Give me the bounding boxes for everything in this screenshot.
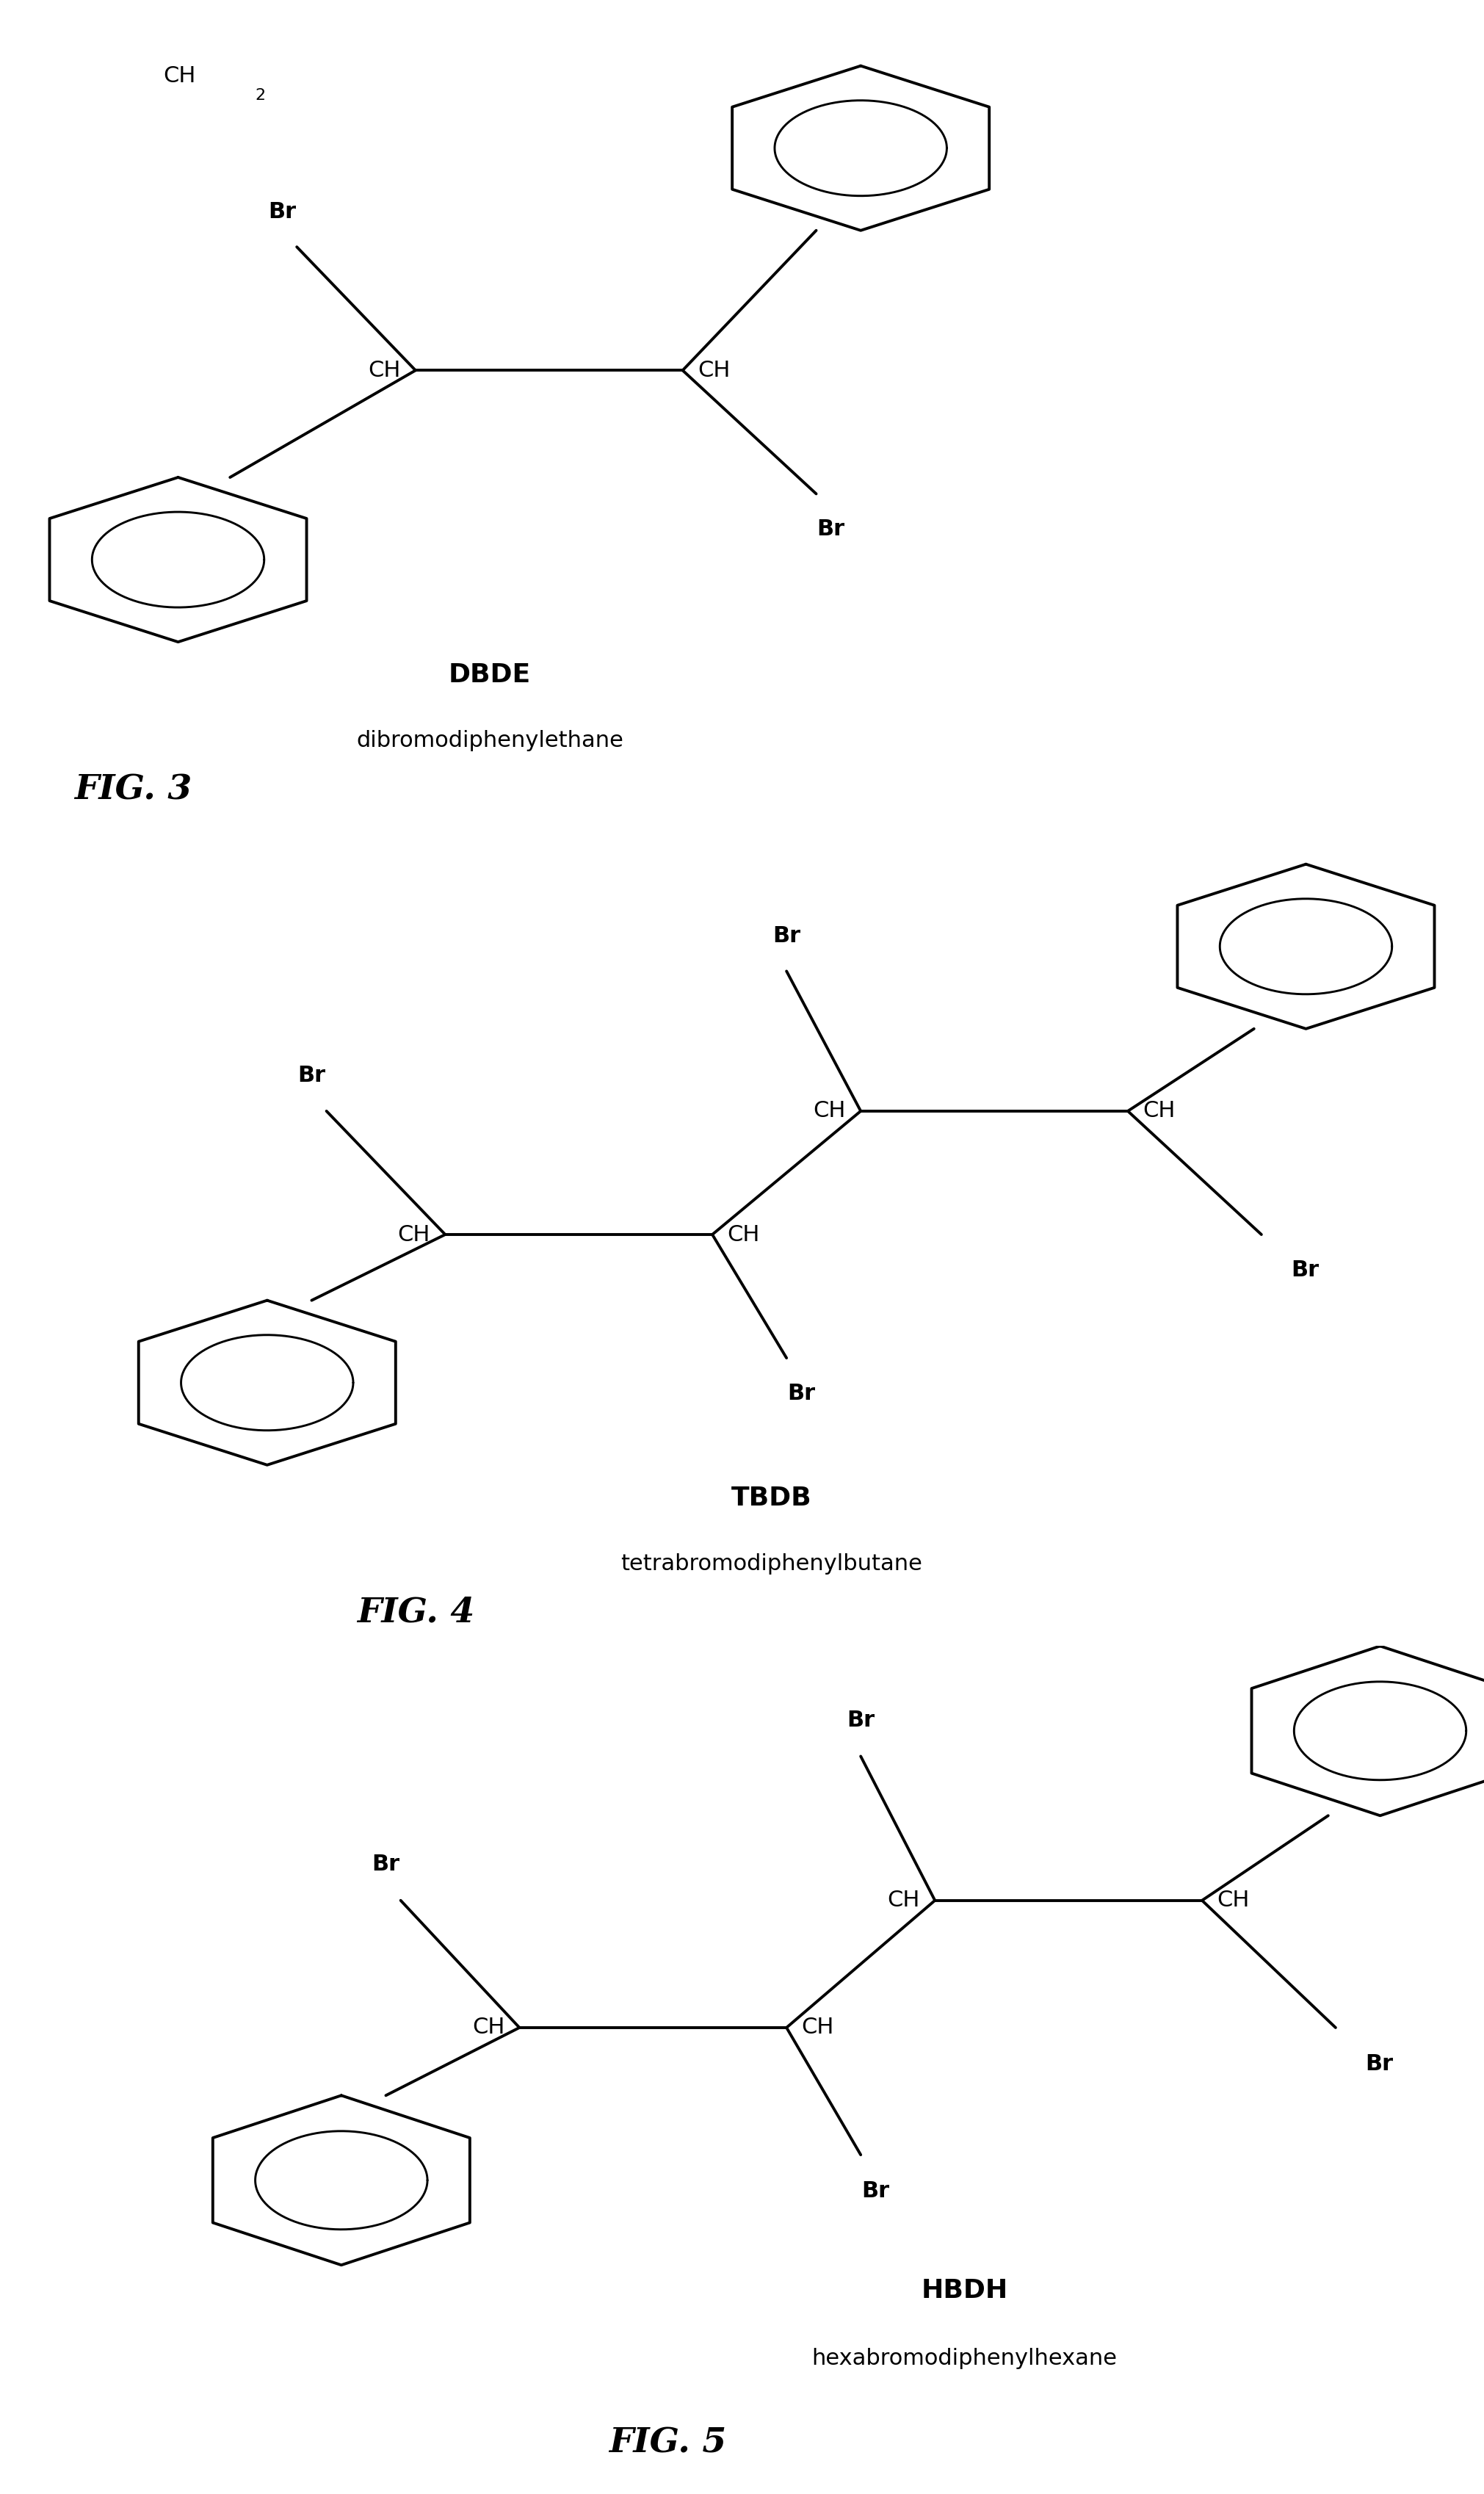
Text: CH: CH bbox=[1217, 1890, 1250, 1910]
Text: Br: Br bbox=[862, 2180, 889, 2202]
Text: CH: CH bbox=[813, 1100, 846, 1122]
Text: CH: CH bbox=[727, 1225, 760, 1245]
Text: Br: Br bbox=[773, 925, 800, 945]
Text: Br: Br bbox=[1365, 2053, 1393, 2075]
Text: CH: CH bbox=[1143, 1100, 1175, 1122]
Text: Br: Br bbox=[269, 202, 295, 222]
Text: FIG. 5: FIG. 5 bbox=[608, 2427, 727, 2459]
Text: HBDH: HBDH bbox=[922, 2277, 1008, 2302]
Text: Br: Br bbox=[818, 519, 844, 539]
Text: CH: CH bbox=[368, 359, 401, 382]
Text: tetrabromodiphenylbutane: tetrabromodiphenylbutane bbox=[620, 1554, 923, 1574]
Text: CH: CH bbox=[398, 1225, 430, 1245]
Text: CH: CH bbox=[163, 65, 196, 87]
Text: CH: CH bbox=[801, 2018, 834, 2038]
Text: dibromodiphenylethane: dibromodiphenylethane bbox=[356, 731, 623, 751]
Text: 2: 2 bbox=[255, 87, 266, 102]
Text: CH: CH bbox=[472, 2018, 505, 2038]
Text: Br: Br bbox=[1291, 1259, 1319, 1279]
Text: CH: CH bbox=[697, 359, 730, 382]
Text: Br: Br bbox=[847, 1708, 874, 1731]
Text: CH: CH bbox=[887, 1890, 920, 1910]
Text: FIG. 4: FIG. 4 bbox=[356, 1596, 475, 1629]
Text: TBDB: TBDB bbox=[732, 1486, 812, 1511]
Text: DBDE: DBDE bbox=[448, 663, 531, 688]
Text: hexabromodiphenylhexane: hexabromodiphenylhexane bbox=[812, 2347, 1117, 2369]
Text: Br: Br bbox=[788, 1382, 815, 1404]
Text: FIG. 3: FIG. 3 bbox=[74, 773, 191, 806]
Text: Br: Br bbox=[372, 1853, 399, 1875]
Text: Br: Br bbox=[298, 1065, 325, 1087]
